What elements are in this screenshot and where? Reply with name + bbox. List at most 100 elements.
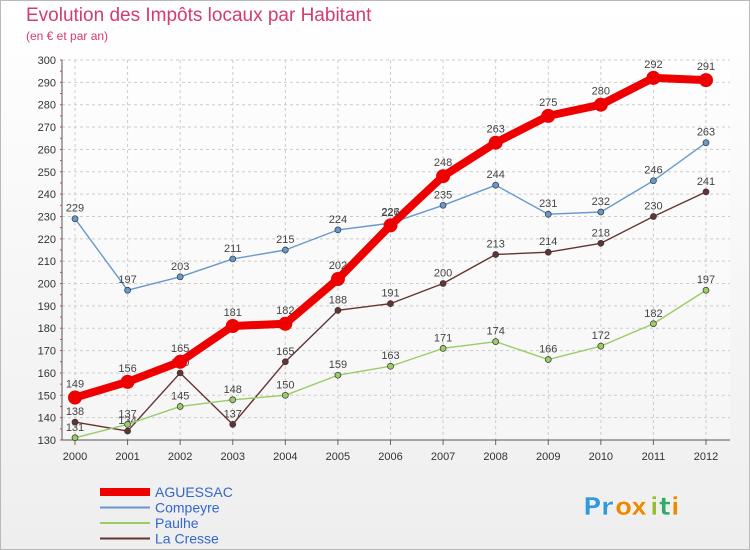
- y-tick-label: 260: [38, 144, 56, 156]
- data-label: 292: [644, 59, 662, 71]
- data-label: 241: [697, 176, 715, 188]
- data-point: [702, 188, 710, 196]
- y-tick-label: 190: [38, 301, 56, 313]
- y-tick-label: 250: [38, 167, 56, 179]
- data-point: [71, 215, 79, 223]
- legend-label: Compeyre: [155, 500, 220, 516]
- data-point: [646, 70, 661, 85]
- data-label: 248: [434, 157, 452, 169]
- data-point: [124, 286, 131, 294]
- data-label: 171: [434, 332, 452, 344]
- x-tick-label: 2005: [326, 451, 350, 463]
- data-label: 150: [276, 379, 294, 391]
- y-tick-label: 140: [38, 413, 56, 425]
- brand-letter: t: [659, 492, 671, 521]
- y-tick-label: 240: [38, 189, 56, 201]
- x-tick-label: 2007: [431, 451, 455, 463]
- legend-label: AGUESSAC: [155, 484, 233, 500]
- data-label: 165: [171, 343, 189, 355]
- data-label: 182: [644, 308, 662, 320]
- brand-letter: x: [631, 492, 647, 521]
- brand-letter: o: [615, 492, 632, 521]
- data-point: [71, 434, 79, 442]
- data-label: 137: [118, 408, 136, 420]
- brand-letter: P: [583, 492, 601, 521]
- data-point: [120, 374, 135, 389]
- x-tick-label: 2012: [694, 451, 718, 463]
- data-label: 214: [539, 236, 557, 248]
- y-tick-label: 280: [38, 100, 56, 112]
- data-label: 235: [434, 189, 452, 201]
- data-label: 149: [66, 379, 84, 391]
- data-label: 200: [434, 268, 452, 280]
- data-label: 159: [329, 359, 347, 371]
- brand-letter: r: [601, 492, 614, 521]
- data-point: [383, 218, 398, 233]
- data-label: 137: [224, 408, 242, 420]
- data-point: [176, 403, 184, 410]
- data-point: [229, 421, 237, 428]
- x-tick-label: 2000: [63, 451, 87, 463]
- data-label: 203: [171, 261, 189, 273]
- data-label: 213: [486, 238, 504, 250]
- brand-letter: i: [650, 492, 659, 521]
- data-point: [702, 286, 710, 294]
- data-point: [597, 208, 605, 216]
- data-point: [492, 251, 500, 258]
- data-point: [124, 421, 131, 428]
- data-label: 131: [66, 422, 84, 434]
- data-label: 145: [171, 390, 189, 402]
- data-label: 211: [224, 243, 242, 255]
- data-label: 246: [644, 165, 662, 177]
- y-tick-label: 170: [38, 346, 56, 358]
- data-label: 188: [329, 294, 347, 306]
- data-label: 215: [276, 234, 294, 246]
- data-label: 291: [697, 61, 715, 73]
- y-tick-label: 160: [38, 368, 56, 380]
- data-point: [436, 169, 451, 184]
- data-point: [439, 345, 447, 352]
- y-tick-label: 200: [38, 279, 56, 291]
- x-tick-label: 2006: [378, 451, 402, 463]
- data-label: 263: [486, 124, 504, 136]
- data-point: [593, 97, 608, 112]
- data-label: 263: [697, 127, 715, 139]
- data-label: 181: [224, 307, 242, 319]
- data-label: 275: [539, 97, 557, 109]
- legend-label: La Cresse: [155, 531, 219, 547]
- data-point: [281, 358, 289, 366]
- data-point: [71, 418, 79, 426]
- data-point: [124, 427, 131, 435]
- x-tick-label: 2004: [273, 451, 297, 463]
- data-label: 244: [486, 169, 504, 181]
- data-label: 218: [592, 227, 610, 239]
- legend-label: Paulhe: [155, 515, 199, 531]
- x-tick-label: 2010: [589, 451, 613, 463]
- x-tick-label: 2008: [483, 451, 507, 463]
- data-point: [387, 362, 394, 370]
- data-label: 156: [118, 363, 136, 375]
- data-point: [225, 319, 240, 333]
- data-label: 231: [539, 198, 557, 210]
- data-label: 166: [539, 344, 557, 356]
- data-label: 280: [592, 86, 610, 98]
- data-point: [229, 396, 237, 404]
- data-point: [68, 390, 82, 405]
- data-label: 197: [118, 274, 136, 286]
- data-label: 230: [644, 200, 662, 212]
- chart-title: Evolution des Impôts locaux par Habitant: [26, 5, 372, 26]
- x-tick-label: 2011: [642, 451, 666, 463]
- y-tick-label: 180: [38, 323, 56, 335]
- data-label: 138: [66, 406, 84, 418]
- data-label: 232: [592, 196, 610, 208]
- y-tick-label: 130: [38, 435, 56, 447]
- data-point: [334, 307, 342, 314]
- data-point: [387, 300, 394, 307]
- y-tick-label: 270: [38, 122, 56, 134]
- y-tick-label: 150: [38, 390, 56, 402]
- data-point: [650, 320, 657, 328]
- plot-area: [62, 60, 730, 440]
- data-point: [650, 213, 657, 220]
- data-point: [334, 371, 342, 379]
